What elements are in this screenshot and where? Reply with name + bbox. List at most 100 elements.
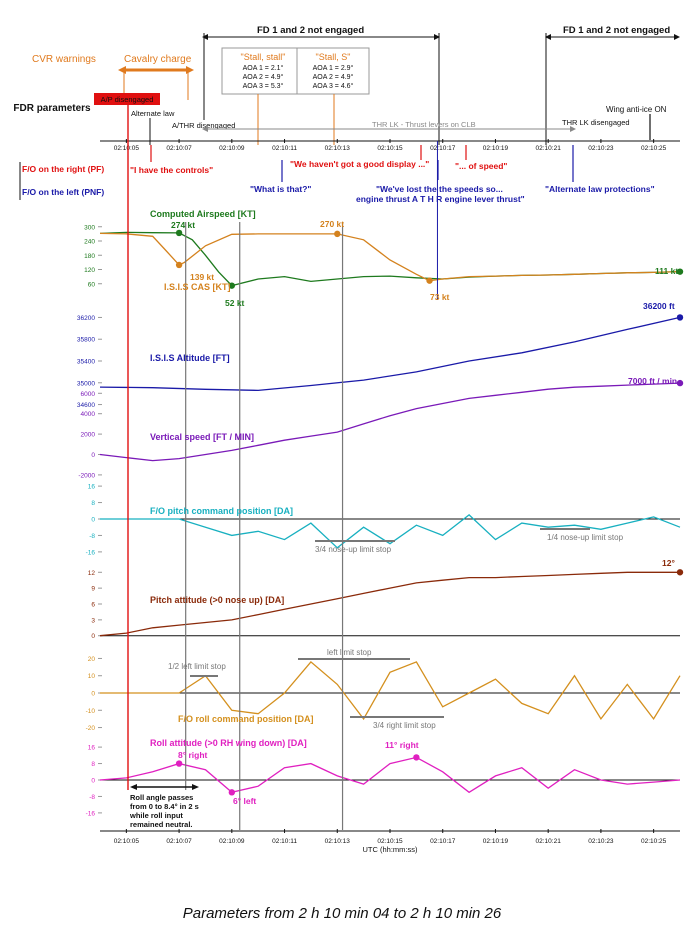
y-tick-label: 10 <box>88 673 96 680</box>
y-tick-label: -8 <box>89 533 95 540</box>
roll-note-line: from 0 to 8.4° in 2 s <box>130 802 199 811</box>
data-point-marker <box>175 760 183 767</box>
chart-panels: 3002401801206036200358003540035000346006… <box>77 224 684 817</box>
roll-note-arrow-right <box>192 784 199 790</box>
ap-disengaged-box <box>94 93 160 105</box>
chart-panel: 12 9 6 3 0 <box>88 570 680 640</box>
quote-3: "We haven't got a good display ..." <box>290 159 429 169</box>
top-tick-label: 02:10:09 <box>219 145 245 152</box>
y-tick-label: 36200 <box>77 315 95 322</box>
y-tick-label: 35800 <box>77 337 95 344</box>
roll-note-arrow-left <box>130 784 137 790</box>
bottom-tick-label: 02:10:19 <box>483 838 509 845</box>
stall-box-2-line: AOA 3 = 4.6° <box>313 82 354 90</box>
quote-1: "I have the controls" <box>130 165 213 175</box>
y-tick-label: 180 <box>84 253 95 260</box>
annot-nose-14: 1/4 nose-up limit stop <box>547 533 624 542</box>
series-line <box>99 382 681 462</box>
top-tick-label: 02:10:15 <box>377 145 403 152</box>
y-tick-label: -16 <box>86 549 96 556</box>
stall-box-2-line: AOA 2 = 4.9° <box>313 73 354 81</box>
annot-52kt: 52 kt <box>225 298 245 308</box>
panel-labels: Computed Airspeed [KT] I.S.I.S CAS [KT] … <box>150 209 314 748</box>
thrlk-disengaged-label: THR LK disengaged <box>562 118 630 127</box>
chart-panel: 6000 4000 2000 0 -2000 <box>78 382 681 479</box>
bottom-axis: 02:10:05 02:10:07 02:10:09 02:10:11 02:10:13… <box>100 829 680 854</box>
label-roll-cmd: F/O roll command position [DA] <box>178 714 314 724</box>
stall-box-2 <box>296 47 370 95</box>
fd-arrow-2-right <box>674 34 680 40</box>
y-tick-label: 16 <box>88 484 96 491</box>
fd-arrow-1-right <box>434 34 440 40</box>
data-point-marker <box>175 229 183 237</box>
bottom-tick-label: 02:10:07 <box>166 838 192 845</box>
cvr-warnings-label: CVR warnings <box>32 54 96 65</box>
annot-12deg: 12° <box>662 558 675 568</box>
bottom-tick-label: 02:10:13 <box>325 838 351 845</box>
data-point-marker <box>676 314 684 321</box>
bottom-axis-ticks: 02:10:05 02:10:07 02:10:09 02:10:11 02:10:13… <box>114 829 667 845</box>
fdr-label: FDR parameters <box>13 103 91 114</box>
bottom-axis-label: UTC (hh:mm:ss) <box>363 845 419 854</box>
annot-111kt: 111 kt <box>655 266 678 276</box>
annot-6left: 6° left <box>233 796 256 806</box>
y-tick-label: -8 <box>89 794 95 801</box>
label-altitude: I.S.I.S Altitude [FT] <box>150 353 230 363</box>
annot-11right: 11° right <box>385 740 419 750</box>
stall-box-2-title: "Stall, S" <box>316 52 351 62</box>
annot-139kt: 139 kt <box>190 272 214 282</box>
quote-5-line-1: "We've lost the the speeds so... <box>376 184 503 194</box>
annot-right-34: 3/4 right limit stop <box>373 721 436 730</box>
bottom-tick-label: 02:10:21 <box>536 838 562 845</box>
y-tick-label: 20 <box>88 656 96 663</box>
bottom-tick-label: 02:10:23 <box>588 838 614 845</box>
top-time-ticks: 02:10:05 02:10:07 02:10:09 02:10:11 02:10:13… <box>114 139 667 152</box>
y-tick-label: -16 <box>86 810 96 817</box>
data-point-marker <box>676 379 684 387</box>
series-line <box>99 231 681 287</box>
top-tick-label: 02:10:07 <box>166 145 192 152</box>
y-tick-label: 300 <box>84 224 95 231</box>
series-line <box>99 571 680 637</box>
roll-note-line: Roll angle passes <box>130 793 193 802</box>
data-point-marker <box>413 754 420 761</box>
top-tick-label: 02:10:23 <box>588 145 614 152</box>
fdr-label-text: FDR parameters <box>13 103 91 114</box>
quote-4: "... of speed" <box>455 161 507 171</box>
series-line <box>99 756 681 794</box>
speaker-pf: F/O on the right (PF) <box>22 164 104 174</box>
y-tick-label: 3 <box>91 617 95 624</box>
annot-270kt: 270 kt <box>320 219 344 229</box>
chart-panel: 16 8 0 -8 -16 <box>86 484 681 556</box>
top-tick-label: 02:10:21 <box>536 145 562 152</box>
thrlk-arrow-left <box>202 126 208 132</box>
annot-8right: 8° right <box>178 750 208 760</box>
label-isis-cas: I.S.I.S CAS [KT] <box>164 282 231 292</box>
y-tick-label: 12 <box>88 570 96 577</box>
y-tick-label: 35000 <box>77 380 95 387</box>
fd-arrow-1-left <box>202 34 208 40</box>
top-tick-label: 02:10:13 <box>325 145 351 152</box>
y-tick-label: 240 <box>84 239 95 246</box>
label-vs: Vertical speed [FT / MIN] <box>150 432 254 442</box>
label-cas: Computed Airspeed [KT] <box>150 209 256 219</box>
annot-nose-34: 3/4 nose-up limit stop <box>315 545 392 554</box>
y-tick-label: 34600 <box>77 402 95 409</box>
annotations: 274 kt 139 kt 52 kt 270 kt 73 kt 111 kt … <box>126 219 678 830</box>
y-tick-label: 0 <box>91 517 95 524</box>
bottom-tick-label: 02:10:09 <box>219 838 245 845</box>
stall-box-2-line: AOA 1 = 2.9° <box>313 64 354 72</box>
cavalry-charge-label: Cavalry charge <box>124 54 192 65</box>
chart-panel: 20 10 0 -10 -20 <box>86 656 681 732</box>
stall-box-1-title: "Stall, stall" <box>241 52 286 62</box>
markers <box>175 229 684 796</box>
label-roll-att: Roll attitude (>0 RH wing down) [DA] <box>150 738 307 748</box>
y-tick-label: 0 <box>91 778 95 785</box>
cvr-quotes: F/O on the right (PF) F/O on the left (P… <box>19 145 655 204</box>
top-tick-label: 02:10:17 <box>430 145 456 152</box>
top-tick-label: 02:10:11 <box>272 145 297 152</box>
header: CVR warnings Cavalry charge FD 1 and 2 n… <box>13 25 680 152</box>
series-line <box>100 514 681 549</box>
chart-panel: 16 8 0 -8 -16 <box>86 745 681 817</box>
